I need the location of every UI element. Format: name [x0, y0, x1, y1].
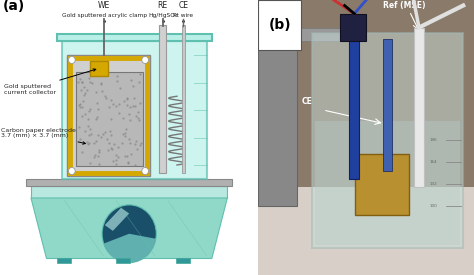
Bar [349, 19, 359, 179]
Text: 196: 196 [429, 138, 438, 142]
Text: WE: WE [98, 1, 110, 10]
Circle shape [68, 167, 75, 175]
Text: Gold sputtered acrylic clamp: Gold sputtered acrylic clamp [62, 13, 147, 18]
Text: Hg/HgSO₄: Hg/HgSO₄ [148, 13, 177, 18]
Text: CE: CE [301, 98, 312, 106]
Bar [258, 0, 297, 206]
Text: (b): (b) [269, 18, 291, 32]
Polygon shape [62, 41, 207, 179]
Circle shape [142, 167, 148, 175]
Circle shape [68, 56, 75, 64]
Text: 164: 164 [430, 160, 438, 164]
Text: WE: WE [345, 34, 358, 43]
Text: Carbon paper electrode
3.7 (mm) × 3.7 (mm): Carbon paper electrode 3.7 (mm) × 3.7 (m… [1, 128, 85, 144]
Bar [57, 258, 71, 263]
Bar [316, 121, 460, 245]
Bar [176, 258, 190, 263]
Text: Ref (MSE): Ref (MSE) [383, 1, 426, 10]
Bar [76, 72, 143, 166]
Bar [116, 258, 130, 263]
Bar [91, 60, 109, 76]
Text: CE: CE [178, 1, 188, 10]
Bar [258, 187, 474, 275]
Bar [159, 25, 166, 173]
Bar [67, 55, 150, 176]
Bar [57, 34, 212, 41]
Bar [383, 39, 392, 170]
Bar [414, 28, 424, 187]
Bar [258, 28, 356, 41]
Text: Pt wire: Pt wire [173, 13, 193, 18]
Bar [356, 154, 409, 215]
Polygon shape [105, 208, 129, 231]
Text: 132: 132 [429, 182, 438, 186]
Bar [312, 33, 463, 248]
Bar [340, 14, 366, 41]
Bar [70, 58, 147, 173]
Bar [31, 186, 228, 198]
Polygon shape [31, 198, 228, 258]
Bar [26, 179, 233, 186]
Bar [258, 0, 301, 50]
Text: 100: 100 [429, 204, 438, 208]
Circle shape [142, 56, 148, 64]
Wedge shape [104, 234, 156, 263]
Bar [182, 25, 185, 173]
Text: RE: RE [158, 1, 168, 10]
Text: (a): (a) [2, 0, 25, 13]
Text: Gold sputtered
current collector: Gold sputtered current collector [4, 69, 96, 95]
Circle shape [102, 205, 156, 263]
